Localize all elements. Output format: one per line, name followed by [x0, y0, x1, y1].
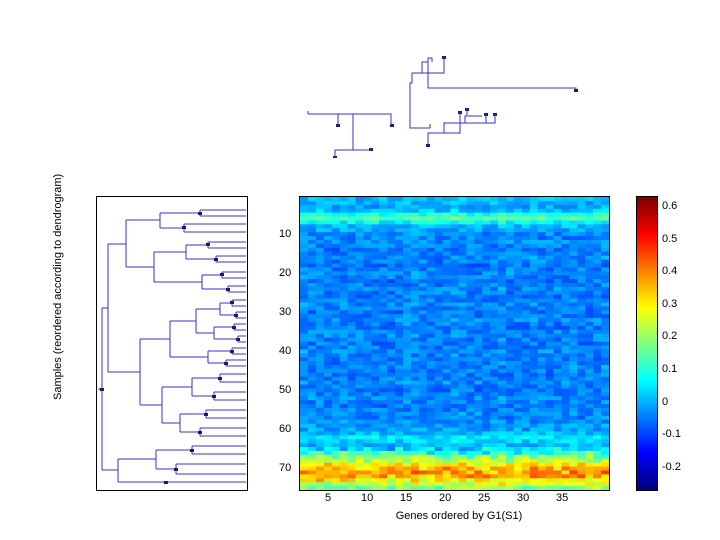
- cbar-tick-2: 0.4: [662, 265, 678, 277]
- ytick-60: 60: [279, 423, 292, 435]
- colorbar-panel: [636, 196, 658, 491]
- y-axis-label: Samples (reordered according to dendrogr…: [52, 173, 64, 400]
- xtick-20: 20: [439, 492, 452, 504]
- cbar-tick-6: 0: [662, 396, 669, 408]
- ytick-40: 40: [279, 345, 292, 357]
- ytick-50: 50: [279, 384, 292, 396]
- ytick-10: 10: [279, 228, 292, 240]
- heatmap-panel: [299, 196, 610, 491]
- xtick-15: 15: [400, 492, 413, 504]
- ytick-20: 20: [279, 267, 292, 279]
- cbar-tick-3: 0.3: [662, 298, 678, 310]
- top-dendrogram: [307, 56, 578, 158]
- xtick-10: 10: [361, 492, 374, 504]
- xtick-30: 30: [517, 492, 530, 504]
- cbar-tick-8: -0.2: [662, 461, 681, 473]
- cbar-tick-5: 0.1: [662, 363, 678, 375]
- heatmap-image: [300, 197, 609, 490]
- xtick-25: 25: [478, 492, 491, 504]
- left-dendrogram: [96, 196, 248, 491]
- cbar-tick-0: 0.6: [662, 200, 678, 212]
- colorbar-gradient: [637, 197, 657, 490]
- xtick-5: 5: [325, 492, 332, 504]
- ytick-30: 30: [279, 306, 292, 318]
- xtick-35: 35: [556, 492, 569, 504]
- cbar-tick-4: 0.2: [662, 330, 678, 342]
- ytick-70: 70: [279, 462, 292, 474]
- x-axis-label: Genes ordered by G1(S1): [395, 510, 523, 522]
- cbar-tick-1: 0.5: [662, 233, 678, 245]
- cbar-tick-7: -0.1: [662, 428, 681, 440]
